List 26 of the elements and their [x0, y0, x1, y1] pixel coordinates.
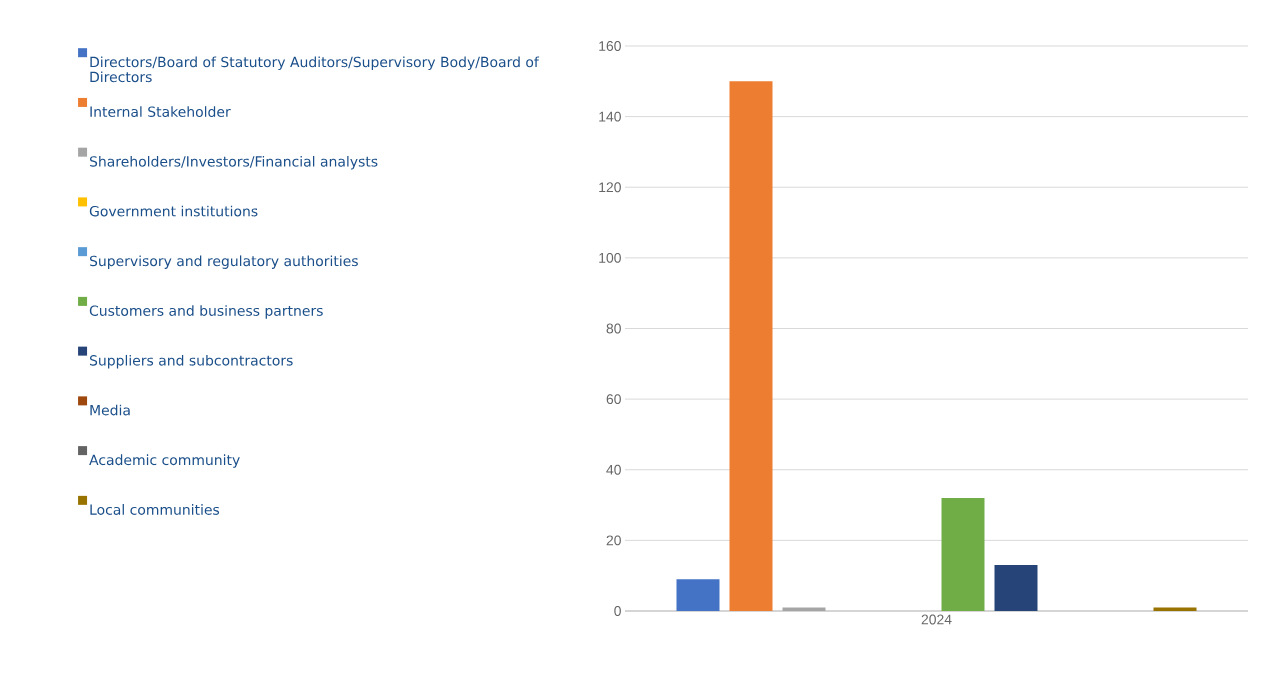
legend-label: Suppliers and subcontractors	[89, 354, 293, 369]
legend-label: Directors/Board of Statutory Auditors/Supervisory Body/Board of Directors	[90, 56, 540, 83]
y-tick-label: 140	[599, 111, 621, 122]
y-tick-label: 120	[599, 182, 621, 193]
y-tick-label: 20	[606, 535, 621, 546]
y-tick-label: 80	[606, 323, 621, 334]
bar	[676, 579, 720, 611]
y-tick-label: 0	[614, 606, 621, 616]
legend-label: Academic community	[89, 454, 240, 468]
bar	[941, 498, 985, 611]
legend-label: Media	[90, 404, 130, 416]
y-tick-label: 160	[599, 41, 621, 51]
bar	[782, 607, 826, 611]
bar	[1153, 607, 1197, 611]
legend-label: Customers and business partners	[89, 305, 323, 319]
bar	[994, 565, 1038, 611]
y-tick-label: 40	[606, 464, 621, 475]
legend-label: Internal Stakeholder	[90, 106, 231, 117]
legend-label: Shareholders/Investors/Financial analysts	[89, 155, 378, 170]
y-tick-label: 60	[606, 394, 621, 405]
legend-label: Supervisory and regulatory authorities	[89, 255, 358, 269]
bar	[729, 81, 773, 611]
legend-label: Local communities	[90, 504, 220, 515]
y-tick-label: 100	[599, 252, 621, 263]
x-tick-label: 2024	[921, 614, 952, 625]
legend-label: Government institutions	[89, 205, 258, 217]
